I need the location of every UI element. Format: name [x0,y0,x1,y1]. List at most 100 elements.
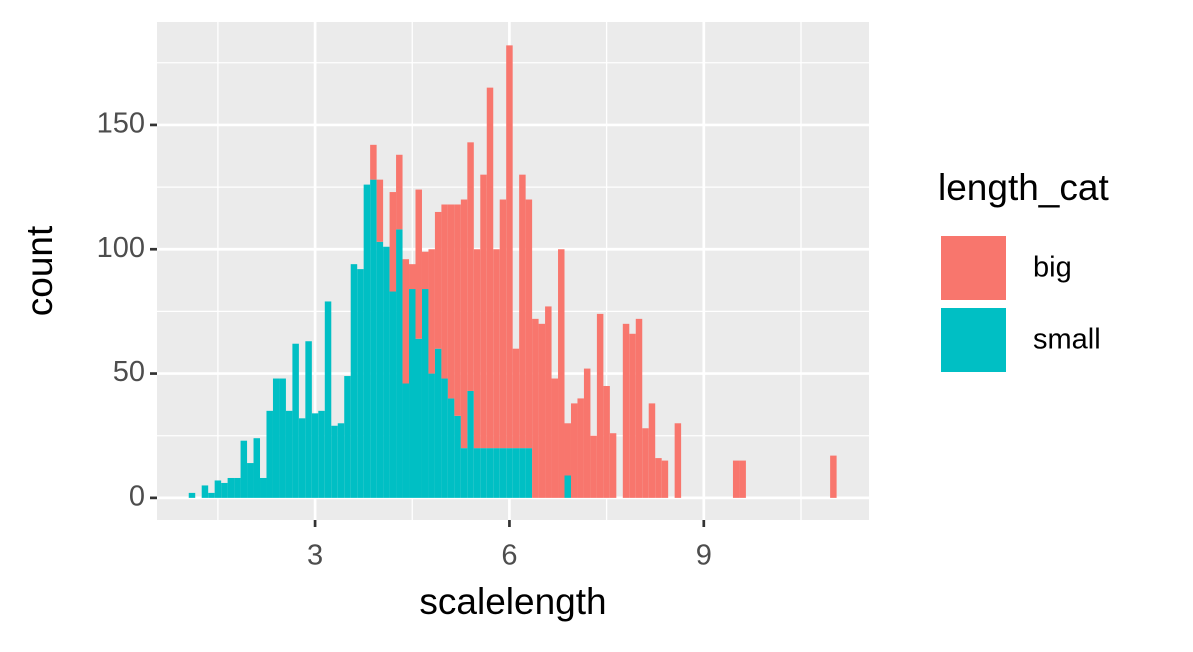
bar [389,291,397,498]
bar [493,249,500,449]
bar [421,251,429,290]
bar [376,179,384,242]
bar [227,477,235,498]
bar [188,492,196,498]
bar [739,460,746,498]
bar [214,480,222,498]
bar [564,475,571,498]
legend-label: big [1033,252,1072,284]
bar [357,269,364,498]
bar [428,373,435,498]
legend-label: small [1033,324,1101,356]
x-axis-title: scalelength [419,581,606,622]
bar [201,485,209,498]
bar [434,211,442,349]
bar [409,289,416,498]
bars [188,45,837,498]
bar [383,246,390,498]
bar [409,264,416,290]
bar [447,204,455,399]
bar [298,418,306,498]
bar [370,179,377,498]
bar [538,323,546,498]
bar [583,368,591,498]
y-tick-label: 0 [129,481,145,513]
axes: 3 6 9 0 50 100 150 [97,108,712,572]
bar [454,204,461,416]
legend-title: length_cat [938,167,1109,208]
bar [434,348,442,498]
bar [415,189,422,339]
bar [396,154,403,230]
bar [499,199,507,449]
bar [402,259,410,384]
y-tick-label: 50 [113,356,145,388]
bar [570,403,578,498]
bar [473,249,481,449]
bar [344,376,351,498]
bar [247,463,254,498]
bar [331,425,338,498]
bar [532,318,539,498]
bar [512,448,520,498]
bar [525,448,533,498]
y-axis-title: count [19,225,60,316]
bar [486,87,494,449]
bar [441,378,448,498]
bar [234,477,241,498]
bar [421,289,429,498]
bar [732,460,740,498]
bar [396,229,403,498]
bar [603,385,610,498]
bar [551,378,559,498]
bar [577,398,584,498]
bar [558,249,565,498]
bar [648,403,656,498]
bar [635,318,643,498]
bar [240,440,248,498]
legend: length_cat big small [938,167,1109,374]
bar [279,378,286,498]
bar [389,192,397,292]
x-tick-label: 3 [307,540,323,572]
bar [272,378,280,498]
bar [454,415,461,498]
bar [460,448,468,498]
bar [208,492,215,498]
bar [564,423,571,476]
bar [292,343,299,498]
bar [441,204,448,379]
bar [473,448,481,498]
bar [467,142,474,391]
bar [318,410,325,498]
bar [661,460,669,498]
bar [285,410,293,498]
bar [460,199,468,449]
bar [266,410,273,498]
bar [609,433,617,498]
bar [512,348,520,449]
y-tick-label: 150 [97,108,145,140]
bar [415,338,422,498]
bar [467,390,474,498]
bar [486,448,494,498]
bar [447,398,455,498]
bar [499,448,507,498]
bar [480,448,487,498]
bar [506,45,513,449]
bar [519,174,526,449]
bar [519,448,526,498]
bar [305,341,312,498]
bar [545,306,552,498]
bar [311,413,319,498]
bar [402,383,410,498]
bar [337,423,345,498]
bar [830,455,837,498]
y-tick-label: 100 [97,232,145,264]
legend-key [939,234,1008,302]
bar [629,333,636,498]
bar [350,264,358,498]
bar [525,199,533,449]
